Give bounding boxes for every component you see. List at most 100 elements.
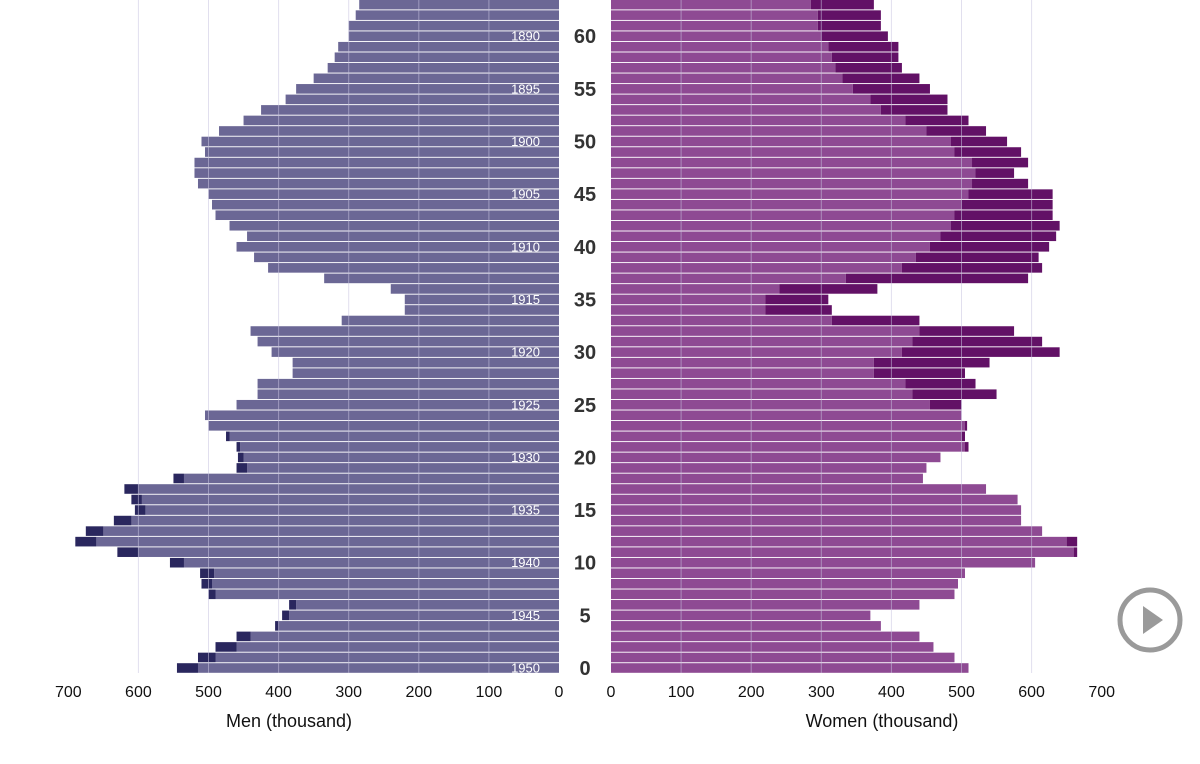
men-bar-age-41 — [247, 231, 559, 242]
women-excess-bar-age-43 — [954, 210, 1053, 221]
men-tick-0: 0 — [555, 684, 564, 701]
men-tick-200: 200 — [405, 684, 432, 701]
gridlines-group — [137, 0, 1033, 673]
age-label-50: 50 — [574, 132, 596, 154]
men-excess-bar-age-5 — [282, 610, 290, 621]
women-bar-age-7 — [611, 589, 955, 600]
birth-year-label-1900: 1900 — [511, 134, 540, 149]
men-bar-age-8 — [212, 578, 559, 589]
women-bar-age-46 — [611, 178, 973, 189]
women-bar-age-51 — [611, 126, 927, 136]
women-bar-age-3 — [611, 631, 920, 642]
men-tick-500: 500 — [195, 684, 222, 701]
men-excess-bar-age-20 — [237, 452, 244, 463]
women-excess-bar-age-22 — [961, 431, 966, 442]
women-excess-bar-age-42 — [950, 220, 1060, 231]
women-bar-age-50 — [611, 136, 951, 147]
men-excess-bar-age-3 — [236, 631, 251, 642]
birth-year-label-1910: 1910 — [511, 239, 540, 254]
women-bar-age-63 — [611, 0, 811, 10]
men-bar-age-51 — [219, 126, 559, 136]
women-bar-age-42 — [611, 220, 951, 231]
women-bar-age-44 — [611, 199, 962, 210]
women-tick-200: 200 — [738, 684, 765, 701]
men-bar-age-21 — [240, 442, 560, 452]
men-bar-age-61 — [348, 20, 559, 31]
women-bar-age-15 — [611, 505, 1022, 515]
women-bar-age-35 — [611, 294, 766, 305]
men-bar-age-52 — [243, 115, 560, 126]
women-bar-age-31 — [611, 336, 913, 347]
women-excess-bar-age-38 — [901, 263, 1043, 273]
women-bar-age-20 — [611, 452, 941, 463]
women-excess-bar-age-63 — [810, 0, 874, 10]
age-label-20: 20 — [574, 447, 596, 469]
women-bar-age-59 — [611, 41, 829, 52]
men-bar-age-25 — [236, 399, 560, 410]
women-bar-age-33 — [611, 315, 832, 326]
men-bar-age-33 — [341, 315, 559, 326]
women-bar-age-58 — [611, 52, 832, 63]
women-bar-age-4 — [611, 621, 881, 631]
men-excess-bar-age-13 — [85, 526, 104, 536]
men-bar-age-49 — [204, 147, 559, 157]
men-bar-age-43 — [215, 210, 559, 221]
women-bar-age-62 — [611, 10, 818, 20]
women-bar-age-57 — [611, 62, 836, 73]
men-tick-400: 400 — [265, 684, 292, 701]
birth-year-label-1930: 1930 — [511, 450, 540, 465]
birth-year-label-1935: 1935 — [511, 503, 540, 518]
women-excess-bar-age-54 — [870, 94, 948, 105]
women-bar-age-38 — [611, 263, 902, 273]
men-bar-age-45 — [208, 189, 559, 199]
age-label-0: 0 — [579, 658, 590, 680]
men-bar-age-60 — [348, 31, 559, 41]
men-bar-age-5 — [289, 610, 559, 621]
birth-year-label-1915: 1915 — [511, 292, 540, 307]
women-bar-age-24 — [611, 410, 962, 421]
men-bar-age-10 — [183, 557, 559, 568]
women-excess-bar-age-60 — [821, 31, 888, 41]
men-bar-age-14 — [131, 515, 559, 526]
men-bar-age-18 — [183, 473, 559, 484]
birth-year-label-1920: 1920 — [511, 345, 540, 360]
women-excess-bar-age-35 — [765, 294, 829, 305]
women-excess-bar-age-30 — [901, 347, 1060, 357]
men-tick-700: 700 — [55, 684, 82, 701]
women-bar-age-18 — [611, 473, 923, 484]
age-label-55: 55 — [574, 79, 596, 101]
men-bar-age-58 — [334, 52, 559, 63]
men-bar-age-26 — [257, 389, 559, 400]
men-excess-bar-age-17 — [124, 484, 139, 494]
age-label-5: 5 — [579, 605, 590, 627]
men-bar-age-32 — [250, 326, 559, 336]
age-label-60: 60 — [574, 26, 596, 48]
age-labels-group: 0 5 10 15 20 25 30 35 40 45 50 55 60 — [574, 26, 596, 680]
women-bar-age-12 — [611, 536, 1067, 547]
age-label-25: 25 — [574, 395, 596, 417]
age-label-10: 10 — [574, 553, 596, 575]
women-excess-bar-age-47 — [975, 168, 1015, 178]
women-bar-age-26 — [611, 389, 913, 400]
women-excess-bar-age-37 — [845, 273, 1029, 284]
women-excess-bar-age-52 — [905, 115, 969, 126]
men-bar-age-20 — [243, 452, 560, 463]
men-excess-bar-age-9 — [200, 568, 215, 579]
women-excess-bar-age-23 — [965, 421, 968, 431]
men-bar-age-56 — [313, 73, 559, 84]
women-excess-bar-age-62 — [817, 10, 881, 20]
women-bar-age-54 — [611, 94, 871, 105]
play-button[interactable] — [1116, 586, 1184, 654]
women-excess-bar-age-32 — [919, 326, 1015, 336]
women-excess-bar-age-21 — [965, 442, 969, 452]
men-bar-age-47 — [194, 168, 560, 178]
women-bars-group — [611, 0, 1078, 673]
women-excess-bar-age-28 — [873, 368, 966, 378]
men-tick-100: 100 — [476, 684, 503, 701]
women-excess-bar-age-27 — [905, 378, 976, 389]
men-bar-age-23 — [208, 421, 559, 431]
women-bar-age-8 — [611, 578, 958, 589]
men-axis-title: Men (thousand) — [226, 711, 352, 731]
birth-year-label-1905: 1905 — [511, 187, 540, 202]
